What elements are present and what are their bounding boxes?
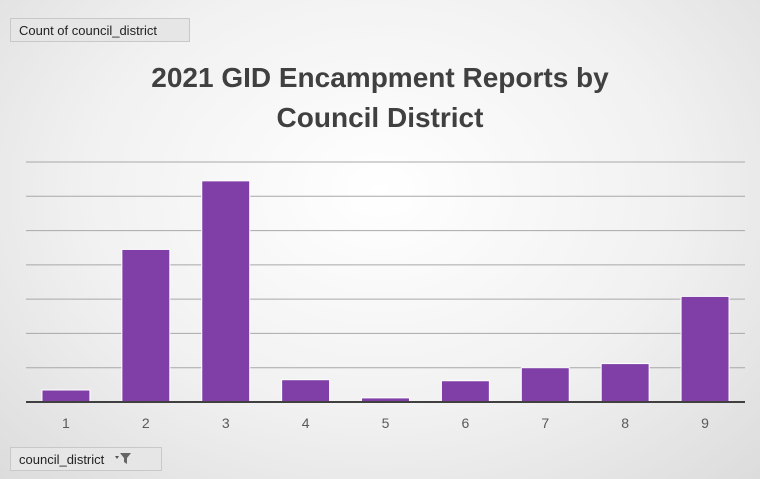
x-tick-label: 2 [142,415,150,431]
bar-district-2[interactable] [121,248,171,403]
bar-district-3[interactable] [201,180,251,403]
chart-title-line-1: 2021 GID Encampment Reports by [151,62,609,93]
x-tick-label: 1 [62,415,70,431]
bar-district-8[interactable] [600,363,650,403]
chart-title-line-2: Council District [276,102,484,133]
axis-field-button[interactable]: council_district [10,447,162,471]
bar-district-7[interactable] [520,367,570,403]
x-tick-label: 4 [302,415,310,431]
bar-district-1[interactable] [41,389,91,403]
bar-district-9[interactable] [680,295,730,403]
x-tick-label: 9 [701,415,709,431]
bar-district-4[interactable] [281,379,331,403]
x-tick-label: 5 [382,415,390,431]
x-tick-label: 8 [621,415,629,431]
value-field-button[interactable]: Count of council_district [10,18,190,42]
value-field-label: Count of council_district [19,22,158,38]
x-tick-label: 3 [222,415,230,431]
x-tick-label: 7 [541,415,549,431]
bar-district-6[interactable] [440,380,490,403]
filter-funnel-icon[interactable] [114,451,132,468]
x-tick-label: 6 [461,415,469,431]
axis-field-label: council_district [19,451,105,467]
